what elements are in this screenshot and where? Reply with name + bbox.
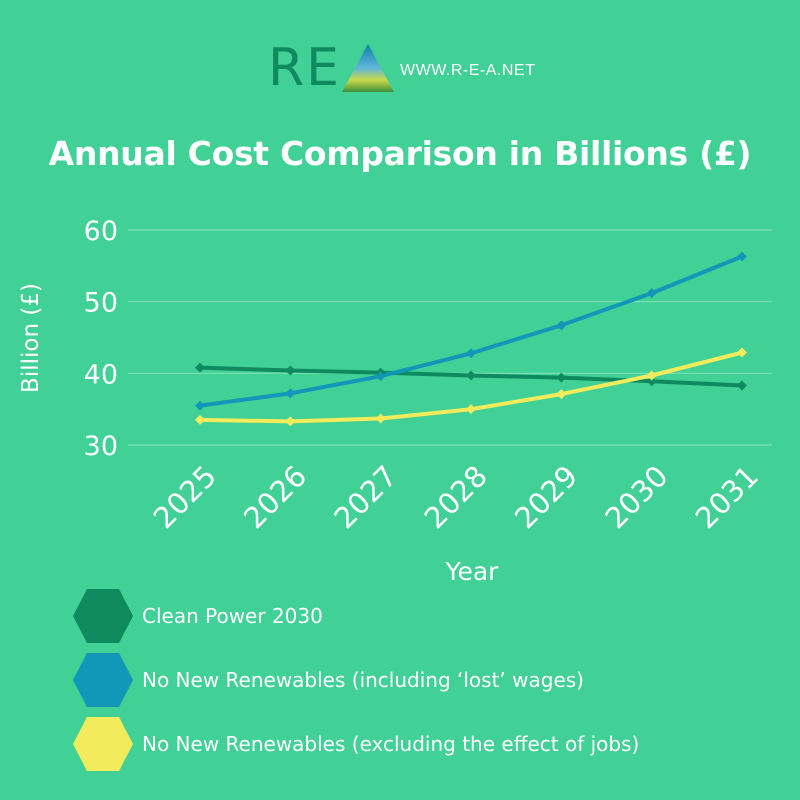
x-tick-label: 2030 [598, 459, 674, 535]
data-point [646, 370, 657, 381]
data-point [737, 347, 747, 358]
y-tick-label: 40 [84, 359, 118, 390]
data-point [285, 416, 296, 427]
data-point [737, 380, 747, 391]
hexagon-swatch-icon [73, 589, 133, 643]
y-tick-label: 60 [84, 216, 118, 247]
logo-text: RE [268, 38, 341, 98]
data-point [466, 348, 476, 359]
legend-label: No New Renewables (including ‘lost’ wage… [142, 668, 584, 692]
legend-item-no-new-renewables-excl: No New Renewables (excluding the effect … [72, 716, 792, 780]
x-tick-label: 2028 [418, 459, 494, 535]
x-axis-ticks: 2025 2026 2027 2028 2029 2030 2031 [147, 459, 765, 535]
y-tick-label: 30 [84, 431, 118, 462]
x-tick-label: 2025 [147, 459, 223, 535]
y-tick-label: 50 [84, 288, 118, 319]
data-point [646, 376, 657, 387]
hexagon-swatch-icon [73, 653, 133, 707]
data-point [285, 388, 296, 399]
data-point [556, 372, 567, 383]
data-point [466, 370, 476, 381]
legend: Clean Power 2030 No New Renewables (incl… [72, 588, 792, 780]
x-tick-label: 2027 [327, 459, 403, 535]
series-points [195, 251, 747, 427]
data-point [285, 365, 296, 376]
x-axis-label: Year [445, 557, 500, 586]
series-lines [199, 254, 743, 424]
header: RE WWW.R-E-A.NET [0, 38, 800, 98]
legend-label: No New Renewables (excluding the effect … [142, 732, 640, 756]
legend-label: Clean Power 2030 [142, 604, 323, 628]
y-axis-ticks: 30 40 50 60 [84, 216, 118, 462]
legend-item-clean-power: Clean Power 2030 [72, 588, 792, 652]
chart-title: Annual Cost Comparison in Billions (£) [48, 134, 752, 173]
data-point [737, 251, 747, 262]
rea-logo-triangle-icon [342, 44, 394, 92]
x-tick-label: 2031 [689, 459, 765, 535]
data-point [375, 371, 386, 382]
data-point [195, 400, 205, 411]
x-tick-label: 2026 [237, 459, 313, 535]
x-tick-label: 2029 [508, 459, 584, 535]
line-chart: 30 40 50 60 2025 2026 2027 2028 2029 2030 2031 Ye… [18, 216, 772, 586]
data-point [556, 320, 567, 331]
data-point [466, 404, 476, 415]
y-axis-label: Billion (£) [18, 283, 44, 393]
hexagon-swatch-icon [73, 717, 133, 771]
data-point [195, 414, 205, 425]
data-point [195, 362, 205, 373]
data-point [556, 389, 567, 400]
website-url: WWW.R-E-A.NET [400, 62, 536, 79]
legend-item-no-new-renewables-incl: No New Renewables (including ‘lost’ wage… [72, 652, 792, 716]
data-point [646, 288, 657, 299]
data-point [375, 413, 386, 424]
